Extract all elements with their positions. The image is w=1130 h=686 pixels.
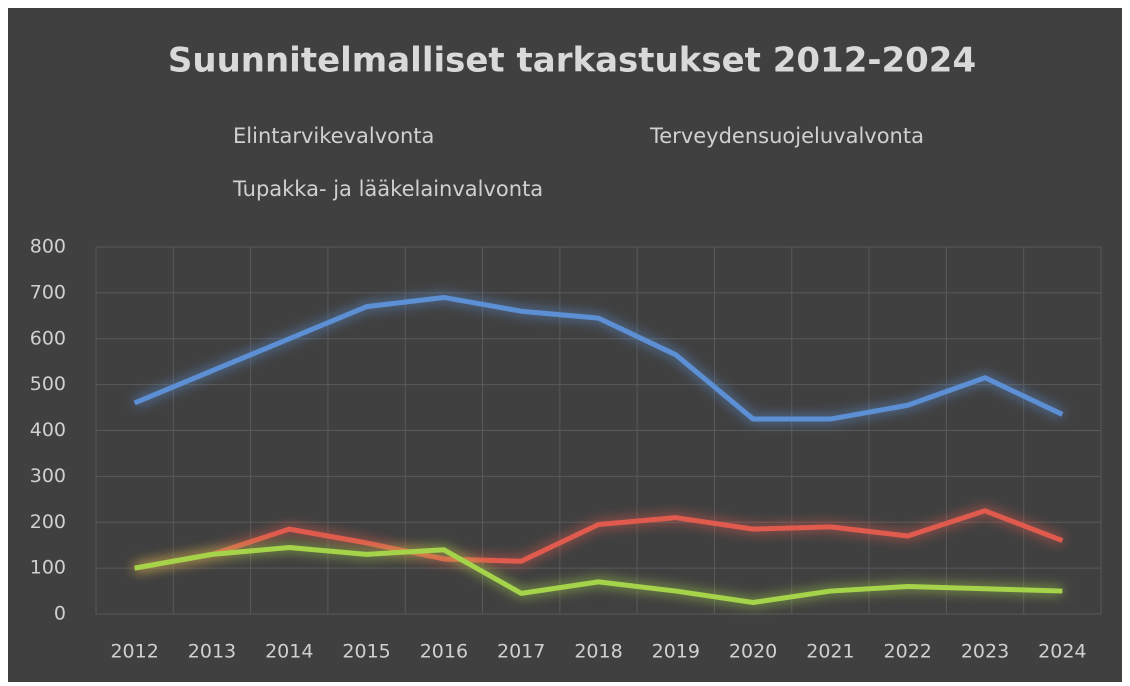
y-tick-label: 600 [30,327,66,349]
chart-title: Suunnitelmalliset tarkastukset 2012-2024 [168,41,976,81]
x-tick-label: 2020 [729,641,777,663]
x-tick-label: 2014 [265,641,313,663]
x-tick-label: 2016 [420,641,468,663]
y-tick-label: 200 [30,511,66,533]
x-tick-label: 2019 [652,641,700,663]
x-tick-label: 2015 [342,641,390,663]
x-tick-label: 2022 [884,641,932,663]
x-tick-label: 2021 [806,641,854,663]
grid: 0 100 200 300 400 500 600 700 800 2012 2013 2014 201… [30,236,1102,663]
y-tick-label: 700 [30,281,66,303]
y-tick-label: 0 [54,603,66,625]
legend-label: Tupakka- ja lääkelainvalvonta [232,177,543,201]
y-tick-label: 500 [30,373,66,395]
legend-label: Terveydensuojeluvalvonta [649,124,924,148]
y-tick-label: 300 [30,465,66,487]
chart-background [8,8,1122,682]
series-line [134,544,1063,606]
x-tick-label: 2012 [110,641,158,663]
x-tick-label: 2018 [574,641,622,663]
legend-label: Elintarvikevalvonta [233,124,434,148]
y-tick-label: 400 [30,419,66,441]
x-tick-label: 2024 [1038,641,1086,663]
series-line [134,508,1064,571]
y-tick-label: 800 [30,236,66,258]
x-tick-label: 2023 [961,641,1009,663]
legend: Elintarvikevalvonta Terveydensuojeluvalvo… [165,124,924,201]
x-tick-label: 2017 [497,641,545,663]
x-tick-label: 2013 [188,641,236,663]
plot [133,294,1064,606]
series-line [133,294,1064,422]
y-tick-label: 100 [30,557,66,579]
